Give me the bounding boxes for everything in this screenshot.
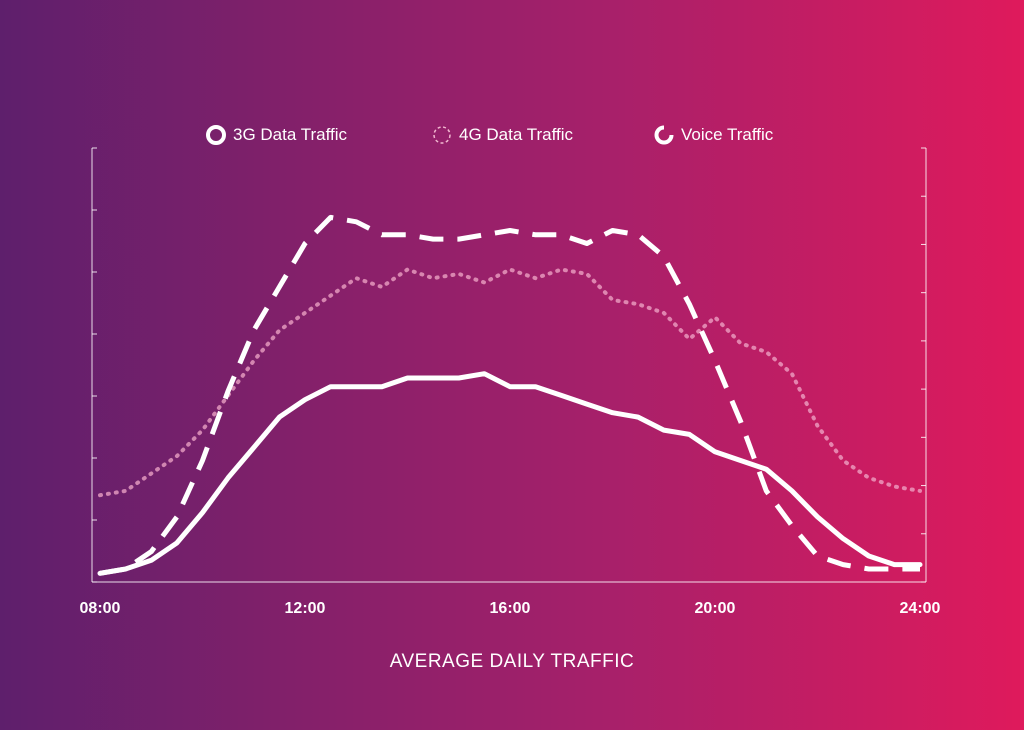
x-tick-label: 16:00 [489,600,531,617]
series-lines [97,214,923,576]
axes [91,147,927,583]
x-tick-label: 12:00 [284,600,326,617]
legend-item-voice: Voice Traffic [652,122,773,148]
chart-title: AVERAGE DAILY TRAFFIC [389,651,635,672]
series-line-dotted [98,267,922,498]
partial-ring-icon [654,125,674,145]
legend-label-3g: 3G Data Traffic [233,125,348,144]
dashed-ring-icon [433,126,451,144]
legend-label-voice: Voice Traffic [681,125,774,144]
x-tick-label: 24:00 [899,600,941,617]
solid-ring-icon [206,125,226,145]
x-tick-label: 20:00 [694,600,736,617]
legend-item-4g: 4G Data Traffic [430,122,573,148]
series-line-solid [97,371,923,576]
series-line-dashed [99,214,920,576]
legend-item-3g: 3G Data Traffic [204,122,347,148]
legend-label-4g: 4G Data Traffic [459,125,574,144]
x-tick-label: 08:00 [79,600,121,617]
